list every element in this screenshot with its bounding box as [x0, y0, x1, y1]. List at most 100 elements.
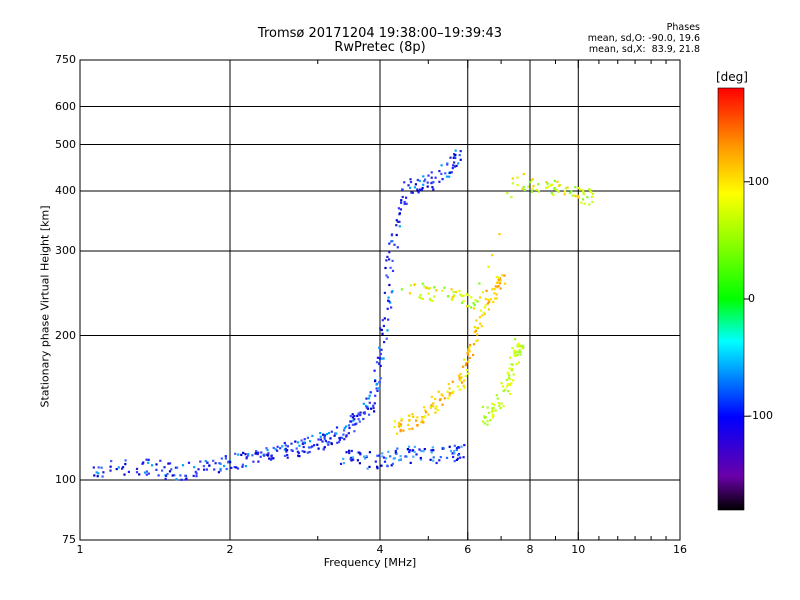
data-point	[442, 447, 445, 450]
data-point	[510, 363, 513, 366]
data-point	[464, 364, 467, 367]
data-point	[444, 172, 447, 175]
data-point	[421, 297, 424, 300]
data-point	[546, 182, 549, 185]
data-point	[460, 381, 464, 384]
data-point	[286, 449, 289, 452]
data-point	[466, 353, 470, 356]
data-point	[358, 462, 361, 465]
data-point	[493, 292, 496, 295]
data-point	[409, 284, 412, 287]
data-point	[517, 345, 520, 348]
data-point	[272, 457, 275, 460]
data-point	[356, 451, 359, 454]
data-point	[284, 444, 287, 447]
data-point	[151, 464, 154, 467]
data-point	[224, 457, 227, 460]
y-tick-label: 100	[55, 473, 76, 487]
data-point	[530, 190, 533, 193]
data-point	[455, 447, 459, 450]
data-point	[499, 279, 502, 282]
data-point	[97, 466, 100, 469]
data-point	[468, 345, 471, 349]
data-point	[432, 402, 435, 405]
data-point	[453, 452, 456, 455]
data-point	[145, 470, 148, 473]
data-point	[427, 292, 430, 295]
data-point	[373, 410, 376, 413]
data-point	[517, 361, 520, 364]
data-point	[428, 297, 432, 300]
x-tick-label: 8	[526, 543, 534, 556]
x-tick-label: 10	[571, 543, 586, 556]
data-point	[395, 224, 398, 227]
data-point	[488, 300, 491, 303]
data-point	[327, 443, 330, 446]
data-point	[458, 289, 461, 292]
data-point	[460, 301, 464, 304]
data-point	[412, 455, 415, 458]
data-point	[420, 188, 423, 191]
data-point	[462, 384, 465, 387]
data-point	[330, 442, 333, 446]
data-point	[393, 426, 396, 429]
data-point	[317, 447, 320, 450]
data-point	[497, 281, 500, 284]
data-point	[479, 322, 482, 325]
data-point	[163, 466, 166, 469]
data-point	[493, 288, 496, 291]
data-point	[237, 453, 240, 456]
data-point	[429, 458, 432, 461]
data-point	[159, 459, 162, 462]
data-point	[408, 292, 411, 295]
data-point	[355, 422, 358, 425]
data-point	[385, 337, 388, 340]
data-point	[431, 299, 434, 302]
data-point	[345, 425, 348, 428]
data-point	[173, 474, 176, 477]
data-point	[391, 269, 395, 272]
data-point	[508, 367, 511, 370]
data-point	[514, 354, 517, 357]
data-point	[479, 296, 482, 299]
data-point	[449, 449, 453, 453]
data-point	[389, 301, 392, 304]
data-point	[325, 433, 329, 436]
data-point	[522, 173, 525, 176]
data-point	[429, 405, 432, 408]
data-point	[491, 254, 494, 257]
data-point	[422, 183, 425, 186]
data-point	[378, 362, 381, 365]
data-point	[411, 449, 415, 452]
data-point	[343, 438, 346, 441]
data-point	[398, 459, 401, 462]
data-point	[452, 455, 455, 459]
data-point	[504, 388, 507, 391]
data-point	[472, 307, 476, 310]
data-point	[459, 378, 462, 381]
data-point	[451, 380, 454, 383]
data-point	[396, 220, 400, 223]
data-point	[455, 448, 458, 451]
data-point	[339, 462, 343, 465]
data-point	[491, 416, 495, 419]
data-point	[241, 463, 244, 466]
data-point	[517, 351, 520, 354]
data-point	[203, 468, 206, 471]
data-point	[348, 449, 351, 452]
data-point	[100, 466, 103, 469]
data-point	[574, 186, 577, 189]
data-point	[365, 397, 368, 400]
data-point	[388, 242, 391, 245]
data-point	[427, 287, 430, 290]
data-point	[349, 457, 352, 460]
data-point	[421, 187, 424, 190]
data-point	[574, 195, 577, 198]
data-point	[423, 406, 426, 409]
data-point	[373, 402, 376, 405]
data-point	[494, 297, 497, 300]
data-point	[199, 460, 202, 463]
data-point	[493, 403, 496, 406]
data-point	[286, 445, 289, 448]
data-point	[420, 449, 423, 453]
